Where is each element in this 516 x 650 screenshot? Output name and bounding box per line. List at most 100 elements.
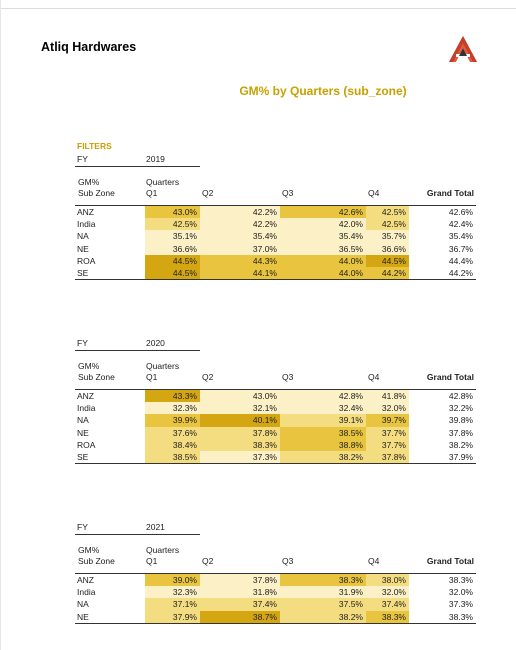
q4-cell: 37.7% (366, 438, 409, 451)
q4-cell: 42.5% (366, 206, 409, 219)
q4-cell: 35.7% (366, 230, 409, 243)
q4-cell: 37.4% (366, 598, 409, 611)
q4-header: Q4 (368, 188, 380, 198)
sub-zone-cell: India (77, 219, 96, 230)
q1-cell: 32.3% (145, 402, 200, 415)
q4-cell: 37.7% (366, 426, 409, 439)
q1-cell: 43.3% (145, 390, 200, 403)
sub-zone-cell: ANZ (77, 391, 94, 401)
q1-cell: 32.3% (145, 586, 200, 599)
company-name: Atliq Hardwares (41, 40, 137, 54)
q4-cell: 32.0% (366, 586, 409, 599)
fy-label: FY (77, 338, 88, 348)
grand-total-header: Grand Total (426, 556, 474, 566)
gm-label: GM% (78, 177, 100, 187)
q4-header: Q4 (368, 556, 380, 566)
q4-cell: 37.8% (366, 450, 409, 464)
table-row: ANZ 43.3% 43.0% 42.8% 41.8% 42.8% (75, 390, 476, 403)
q2-header: Q2 (202, 556, 214, 566)
q3-cell: 42.6% (280, 206, 366, 219)
grand-total-cell: 37.3% (448, 599, 473, 610)
table-header: GM% Sub Zone Quarters Q1 Q2 Q3 Q4 Grand … (75, 361, 476, 390)
table-header: GM% Sub Zone Quarters Q1 Q2 Q3 Q4 Grand … (75, 177, 476, 206)
table-fy-2020: FY 2020 GM% Sub Zone Quarters Q1 Q2 Q3 Q… (75, 337, 476, 465)
table-row: SE 38.5% 37.3% 38.2% 37.8% 37.9% (75, 450, 476, 465)
fy-filter[interactable]: FY 2020 (75, 337, 200, 351)
sub-zone-cell: NA (77, 231, 89, 242)
q3-cell: 38.2% (280, 610, 366, 623)
fy-filter[interactable]: FY 2019 (75, 153, 200, 167)
table-row: India 32.3% 32.1% 32.4% 32.0% 32.2% (75, 402, 476, 415)
grand-total-cell: 32.0% (448, 587, 473, 598)
q3-cell: 42.8% (280, 390, 366, 403)
q1-cell: 35.1% (145, 230, 200, 243)
sub-zone-cell: India (77, 587, 96, 598)
q3-cell: 36.5% (280, 242, 366, 255)
q1-cell: 44.5% (145, 266, 200, 280)
table-row: NE 37.6% 37.8% 38.5% 37.7% 37.8% (75, 426, 476, 439)
table-fy-2021: FY 2021 GM% Sub Zone Quarters Q1 Q2 Q3 Q… (75, 521, 476, 624)
grand-total-cell: 35.4% (448, 231, 473, 242)
table-row: NE 37.9% 38.7% 38.2% 38.3% 38.3% (75, 610, 476, 624)
grand-total-header: Grand Total (426, 372, 474, 382)
sub-zone-cell: NA (77, 599, 89, 610)
q4-header: Q4 (368, 372, 380, 382)
q4-cell: 38.3% (366, 610, 409, 623)
q2-cell: 35.4% (200, 230, 280, 243)
q3-cell: 42.0% (280, 218, 366, 231)
grand-total-cell: 44.4% (448, 255, 473, 266)
sub-zone-cell: ROA (77, 255, 96, 266)
grand-total-cell: 44.2% (448, 267, 473, 278)
fy-value: 2021 (146, 522, 165, 532)
table-header: GM% Sub Zone Quarters Q1 Q2 Q3 Q4 Grand … (75, 545, 476, 574)
atliq-logo-icon (449, 36, 477, 62)
sub-zone-header: Sub Zone (78, 372, 115, 382)
sub-zone-cell: ROA (77, 439, 96, 450)
q4-cell: 41.8% (366, 390, 409, 403)
q2-cell: 42.2% (200, 206, 280, 219)
table-row: ANZ 43.0% 42.2% 42.6% 42.5% 42.6% (75, 206, 476, 219)
sub-zone-cell: NE (77, 611, 89, 622)
table-row: ANZ 39.0% 37.8% 38.3% 38.0% 38.3% (75, 574, 476, 587)
q4-cell: 42.5% (366, 218, 409, 231)
q2-header: Q2 (202, 372, 214, 382)
grand-total-cell: 38.3% (448, 611, 473, 622)
fy-filter[interactable]: FY 2021 (75, 521, 200, 535)
table-body: ANZ 39.0% 37.8% 38.3% 38.0% 38.3% India 32.3% 31… (75, 574, 476, 624)
fy-value: 2020 (146, 338, 165, 348)
sub-zone-header: Sub Zone (78, 188, 115, 198)
grand-total-cell: 37.8% (448, 427, 473, 438)
q3-cell: 38.3% (280, 574, 366, 587)
q2-header: Q2 (202, 188, 214, 198)
q2-cell: 37.8% (200, 574, 280, 587)
table-row: NA 35.1% 35.4% 35.4% 35.7% 35.4% (75, 230, 476, 243)
table-row: NA 39.9% 40.1% 39.1% 39.7% 39.8% (75, 414, 476, 427)
q2-cell: 31.8% (200, 586, 280, 599)
q2-cell: 43.0% (200, 390, 280, 403)
q1-cell: 42.5% (145, 218, 200, 231)
table-row: ROA 44.5% 44.3% 44.0% 44.5% 44.4% (75, 254, 476, 267)
q3-cell: 35.4% (280, 230, 366, 243)
sub-zone-cell: ANZ (77, 207, 94, 217)
table-row: India 32.3% 31.8% 31.9% 32.0% 32.0% (75, 586, 476, 599)
q1-cell: 38.5% (145, 450, 200, 464)
q2-cell: 38.3% (200, 438, 280, 451)
q2-cell: 37.4% (200, 598, 280, 611)
table-row: ROA 38.4% 38.3% 38.8% 37.7% 38.2% (75, 438, 476, 451)
q1-cell: 37.9% (145, 610, 200, 623)
q3-cell: 39.1% (280, 414, 366, 427)
q2-cell: 44.3% (200, 254, 280, 267)
q4-cell: 44.5% (366, 254, 409, 267)
table-row: India 42.5% 42.2% 42.0% 42.5% 42.4% (75, 218, 476, 231)
quarters-header: Quarters (146, 177, 180, 187)
q4-cell: 32.0% (366, 402, 409, 415)
q1-cell: 36.6% (145, 242, 200, 255)
q3-cell: 32.4% (280, 402, 366, 415)
q3-cell: 38.8% (280, 438, 366, 451)
sub-zone-cell: NE (77, 243, 89, 254)
q2-cell: 37.8% (200, 426, 280, 439)
sub-zone-cell: India (77, 403, 96, 414)
sub-zone-cell: NA (77, 415, 89, 426)
grand-total-cell: 42.4% (448, 219, 473, 230)
q4-cell: 39.7% (366, 414, 409, 427)
